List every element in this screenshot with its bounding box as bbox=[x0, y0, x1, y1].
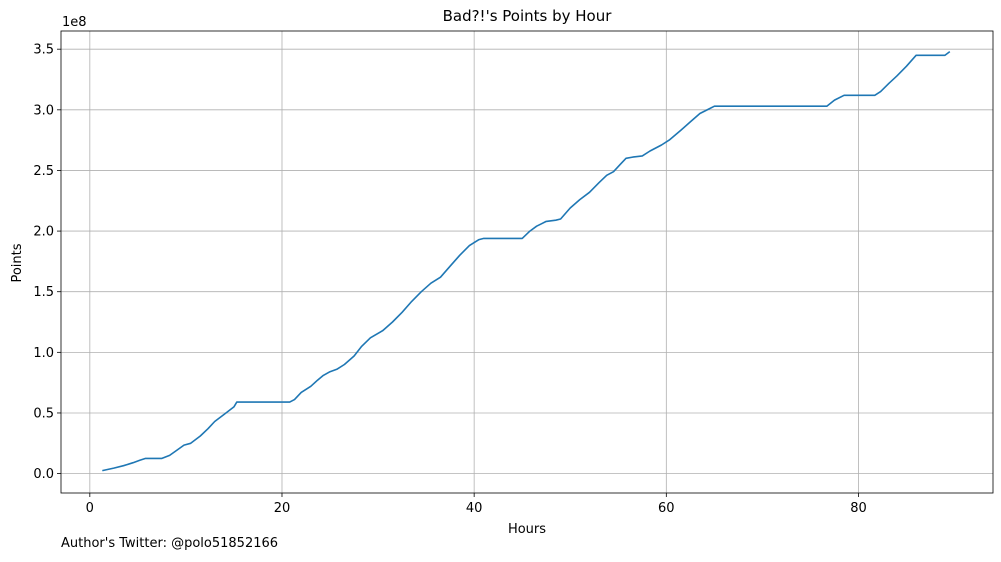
x-tick-label: 0 bbox=[86, 501, 94, 516]
x-tick-label: 20 bbox=[274, 501, 291, 516]
x-tick-label: 80 bbox=[850, 501, 867, 516]
y-tick-label: 3.5 bbox=[33, 43, 54, 58]
y-axis-offset-text: 1e8 bbox=[62, 15, 87, 30]
series-line bbox=[102, 50, 951, 472]
grid-lines bbox=[61, 31, 993, 493]
plot-frame bbox=[60, 30, 994, 494]
author-credit: Author's Twitter: @polo51852166 bbox=[61, 536, 279, 551]
y-tick-label: 3.0 bbox=[33, 103, 54, 118]
y-tick-label: 1.0 bbox=[33, 346, 54, 361]
y-tick-label: 0.5 bbox=[33, 406, 54, 421]
axes: 0 20 40 60 80 0.0 0.5 1.0 1.5 2.0 2.5 3.0 3.5 bbox=[33, 30, 994, 516]
y-axis-label: Points bbox=[10, 243, 25, 282]
x-tick-label: 60 bbox=[658, 501, 675, 516]
y-tick-label: 1.5 bbox=[33, 285, 54, 300]
y-tick-label: 2.0 bbox=[33, 225, 54, 240]
data-layer bbox=[102, 50, 951, 472]
y-tick-label: 0.0 bbox=[33, 467, 54, 482]
x-axis-label: Hours bbox=[508, 522, 546, 537]
chart-title: Bad?!'s Points by Hour bbox=[443, 7, 613, 25]
y-tick-label: 2.5 bbox=[33, 164, 54, 179]
x-tick-label: 40 bbox=[466, 501, 483, 516]
